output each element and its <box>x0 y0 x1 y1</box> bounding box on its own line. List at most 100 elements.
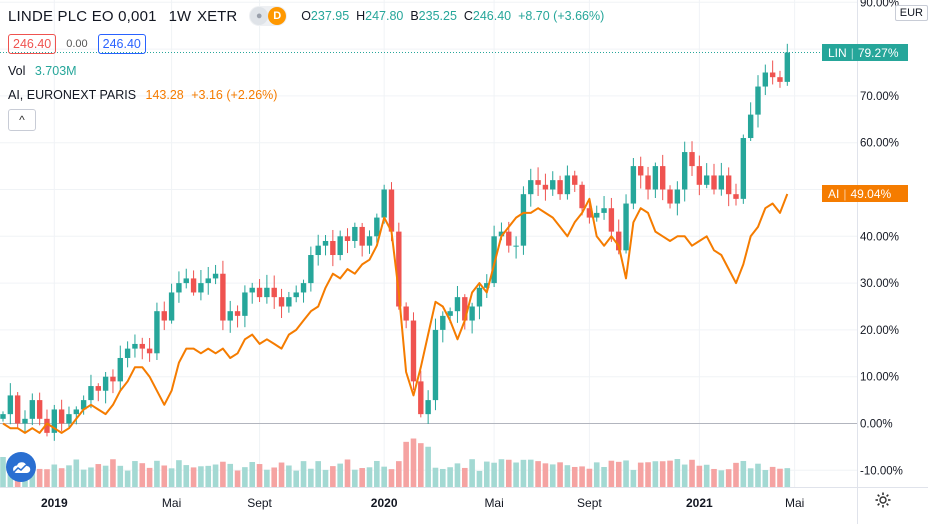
volume-bar <box>535 461 541 487</box>
compare-legend: AI, EURONEXT PARIS 143.28 +3.16 (+2.26%) <box>8 88 277 102</box>
volume-bar <box>762 469 769 487</box>
delayed-data-badge[interactable]: D <box>268 7 287 25</box>
volume-bar <box>447 467 453 487</box>
candle-body <box>132 343 138 349</box>
candle-body <box>146 348 153 354</box>
volume-bar <box>440 468 446 487</box>
volume-bar <box>183 465 190 487</box>
volume-bar <box>652 461 659 487</box>
candle-body <box>703 175 710 185</box>
chart-header: LINDE PLC EO 0,001 1W XETR ● D O237.95 H… <box>8 6 604 26</box>
candle-body <box>168 292 175 321</box>
volume-bar <box>161 465 168 487</box>
volume-bar <box>344 459 351 487</box>
volume-bar <box>88 467 94 487</box>
candle-body <box>755 86 761 115</box>
volume-bar <box>418 443 424 487</box>
candle-body <box>278 297 285 307</box>
collapse-legend-button[interactable]: ^ <box>8 109 36 131</box>
candle-body <box>645 175 651 190</box>
volume-bar <box>293 470 299 487</box>
volume-bar <box>579 466 585 487</box>
volume-bar <box>601 466 607 487</box>
candle-body <box>784 52 791 82</box>
symbol-title[interactable]: LINDE PLC EO 0,001 <box>8 7 157 25</box>
volume-bar <box>95 464 102 487</box>
sell-price-box[interactable]: 246.40 <box>8 34 57 54</box>
candle-body <box>220 273 226 321</box>
volume-bar <box>286 465 292 487</box>
volume-bar <box>718 470 725 487</box>
volume-bar <box>755 463 761 487</box>
gear-icon[interactable] <box>874 491 892 514</box>
candle-body <box>572 175 578 185</box>
candle-body <box>190 278 197 293</box>
candle-body <box>330 240 336 256</box>
volume-bar <box>315 461 321 487</box>
candle-body <box>491 236 497 284</box>
volume-bar <box>256 464 263 487</box>
candle-body <box>740 138 747 199</box>
candle-body <box>80 400 87 410</box>
volume-bar <box>483 461 490 487</box>
candle-body <box>359 226 365 246</box>
volume-bar <box>80 469 87 487</box>
volume-bar <box>491 462 497 487</box>
volume-bar <box>117 465 124 487</box>
volume-bar <box>542 463 549 487</box>
candle-body <box>667 189 673 204</box>
volume-bar <box>608 460 615 487</box>
candle-body <box>535 180 541 185</box>
compare-symbol[interactable]: AI, EURONEXT PARIS <box>8 88 137 102</box>
ai-compare-line <box>2 193 789 434</box>
volume-bar <box>432 467 439 487</box>
candle-body <box>322 240 329 246</box>
cloud-logo-icon[interactable] <box>6 452 36 482</box>
volume-bar <box>461 467 468 487</box>
candle-body <box>733 194 739 199</box>
candle-body <box>36 400 43 419</box>
volume-bar <box>154 460 160 487</box>
volume-bar <box>205 465 212 487</box>
volume-bar <box>740 460 747 487</box>
candle-body <box>139 343 145 349</box>
volume-bar <box>703 464 710 487</box>
volume-bar <box>410 438 417 487</box>
candle-body <box>234 311 241 316</box>
candle-body <box>88 386 94 401</box>
volume-bar <box>469 459 475 487</box>
candle-body <box>462 297 468 321</box>
volume-bar <box>645 462 651 487</box>
buy-price-box[interactable]: 246.40 <box>97 34 146 54</box>
candle-body <box>58 409 65 424</box>
volume-bar <box>271 467 278 487</box>
candle-body <box>110 376 116 382</box>
candle-body <box>176 283 182 293</box>
candle-body <box>513 245 519 247</box>
candle-body <box>249 287 255 293</box>
ai-badge-value: 49.04% <box>850 186 892 201</box>
currency-label[interactable]: EUR <box>894 5 928 21</box>
candle-body <box>623 203 629 251</box>
candle-body <box>418 381 424 415</box>
volume-legend: Vol 3.703M <box>8 64 77 78</box>
candle-body <box>388 189 395 232</box>
candle-body <box>212 273 219 279</box>
volume-bar <box>747 468 754 487</box>
candle-body <box>381 189 387 218</box>
volume-bar <box>36 468 43 487</box>
candle-body <box>681 152 688 190</box>
candle-body <box>550 180 556 190</box>
candle-body <box>374 217 380 237</box>
x-tick-label: Mai <box>484 496 503 510</box>
candle-body <box>14 395 21 424</box>
interval-label[interactable]: 1W <box>168 7 192 25</box>
volume-bar <box>278 462 285 487</box>
volume-bar <box>168 468 175 487</box>
lin-badge-symbol: LIN <box>828 45 847 60</box>
x-tick-label: Mai <box>785 496 804 510</box>
candle-body <box>293 292 299 298</box>
candlesticks <box>0 43 791 441</box>
candle-body <box>344 236 351 241</box>
